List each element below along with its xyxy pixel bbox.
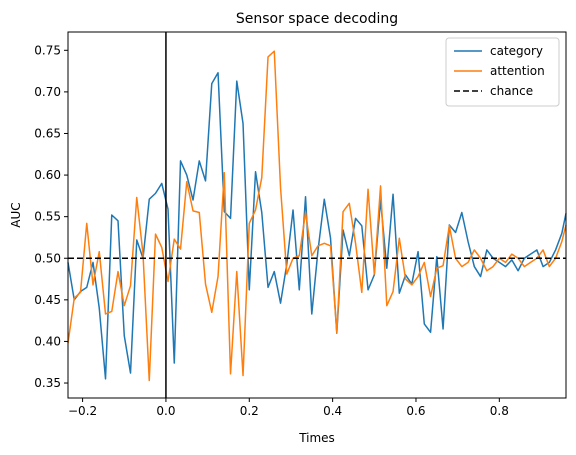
x-tick-label: 0.2 — [240, 404, 259, 418]
plot-area — [67, 32, 567, 398]
x-tick-label: 0.4 — [323, 404, 342, 418]
y-tick-label: 0.70 — [34, 85, 61, 99]
legend-label-category: category — [490, 44, 543, 58]
legend-box — [445, 37, 560, 107]
x-axis-label: Times — [298, 431, 335, 445]
y-tick-label: 0.45 — [34, 293, 61, 307]
chart-title: Sensor space decoding — [236, 11, 398, 27]
y-tick-label: 0.35 — [34, 376, 61, 390]
legend-label-attention: attention — [490, 64, 545, 78]
y-axis-label: AUC — [9, 202, 23, 227]
x-tick-label: 0.8 — [490, 404, 509, 418]
y-tick-label: 0.65 — [34, 126, 61, 140]
series-line-attention — [67, 50, 567, 382]
plot-frame — [67, 31, 567, 399]
y-tick-label: 0.50 — [34, 251, 61, 265]
y-tick-label: 0.60 — [34, 168, 61, 182]
y-axis: 0.35 0.40 0.45 0.50 0.55 0.60 0.65 0.70 0.75 — [34, 43, 68, 390]
legend-label-chance: chance — [490, 84, 533, 98]
x-tick-label: 0.0 — [156, 404, 175, 418]
legend: category attention chance — [445, 37, 560, 107]
y-tick-label: 0.55 — [34, 210, 61, 224]
x-tick-label: 0.6 — [406, 404, 425, 418]
series-line-category — [67, 72, 567, 380]
y-tick-label: 0.75 — [34, 43, 61, 57]
x-axis: −0.2 0.0 0.2 0.4 0.6 0.8 — [68, 398, 509, 418]
x-tick-label: −0.2 — [68, 404, 97, 418]
y-tick-label: 0.40 — [34, 334, 61, 348]
